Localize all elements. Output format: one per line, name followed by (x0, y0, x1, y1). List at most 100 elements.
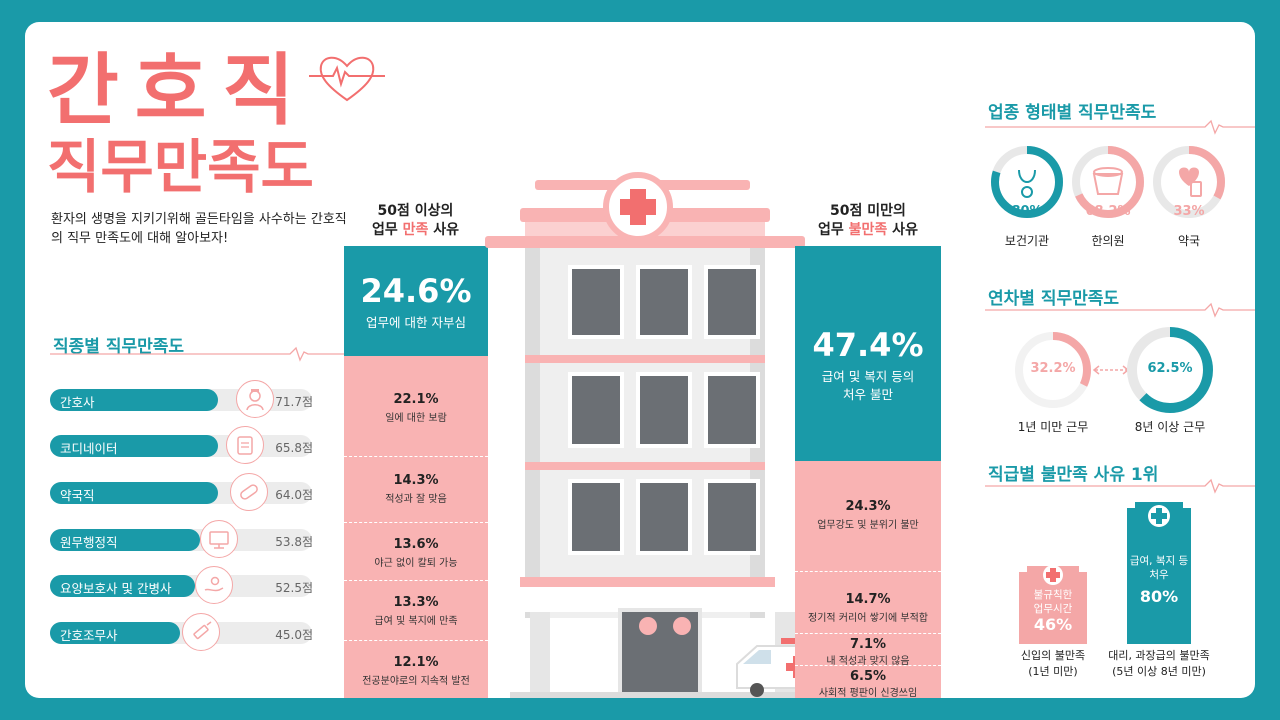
rank-reason-line2: 업무시간 (1033, 603, 1073, 615)
dissatisfied-reason: 7.1% 내 적성과 맞지 않음 (795, 633, 941, 667)
herbal-pot-icon (1092, 167, 1124, 195)
section-divider-pulse (985, 478, 1255, 494)
reason-desc: 정기적 커리어 쌓기에 부적합 (808, 613, 928, 624)
satisfied-column-header: 50점 이상의 업무 만족 사유 (343, 202, 488, 240)
occupation-row: 코디네이터 65.8점 (50, 426, 315, 464)
reason-pct: 14.7% (845, 592, 891, 607)
satisfied-top-reason: 24.6% 업무에 대한 자부심 (344, 246, 488, 356)
reason-desc: 전공분야로의 지속적 발전 (362, 676, 470, 687)
reason-pct: 13.6% (393, 537, 439, 552)
occupation-bar-fill (50, 622, 180, 644)
nurse-icon (236, 380, 274, 418)
rank-reason-line1: 급여, 복지 등 (1129, 555, 1189, 567)
occupation-row: 약국직 64.0점 (50, 473, 315, 511)
reason-pct: 22.1% (393, 392, 439, 407)
monitor-icon (200, 520, 238, 558)
dissatisfied-reason: 6.5% 사회적 평판이 신경쓰임 (795, 665, 941, 698)
reason-desc: 야근 없이 칼퇴 가능 (374, 558, 458, 569)
reason-desc: 업무강도 및 분위기 불만 (817, 520, 919, 531)
occupation-row: 요양보호사 및 간병사 52.5점 (50, 566, 315, 604)
dissatisfied-reasons-column: 24.3% 업무강도 및 분위기 불만 14.7% 정기적 커리어 쌓기에 부적… (795, 461, 941, 698)
tenure-label: 1년 미만 근무 (1017, 420, 1089, 434)
occupation-row: 원무행정직 53.8점 (50, 520, 315, 558)
workplace-pct: 80% (1011, 204, 1043, 219)
rank-pct: 46% (1033, 615, 1073, 634)
satisfied-reason: 13.6% 야근 없이 칼퇴 가능 (344, 522, 488, 581)
reason-pct: 24.3% (845, 499, 891, 514)
satisfied-reason: 12.1% 전공분야로의 지속적 발전 (344, 640, 488, 698)
satisfied-reason: 22.1% 일에 대한 보람 (344, 356, 488, 456)
section-divider-pulse (50, 346, 350, 362)
rank-manager-caption: 대리, 과장급의 불만족 (5년 이상 8년 미만) (1097, 648, 1221, 680)
occupation-bar-fill (50, 575, 195, 597)
reason-desc: 일에 대한 보람 (385, 413, 447, 424)
tenure-item: 32.2% 1년 미만 근무 (1013, 330, 1093, 445)
rank-newcomer-reason: 불규칙한 업무시간 46% (1019, 588, 1087, 634)
occupation-section-title: 직종별 직무만족도 (53, 337, 185, 357)
stethoscope-icon (1018, 169, 1036, 198)
occupation-label: 간호조무사 (60, 628, 118, 643)
workplace-item: 68.2% 한의원 (1068, 142, 1148, 252)
dissatisfied-header-highlight: 불만족 (848, 222, 888, 238)
workplace-pct: 68.2% (1085, 204, 1131, 219)
occupation-score: 45.0점 (275, 628, 313, 642)
page-title: 간호직 (47, 46, 311, 136)
dissatisfied-header-line1: 50점 미만의 (830, 203, 906, 219)
tenure-label: 8년 이상 근무 (1134, 420, 1206, 434)
rank-caption-line1: 신입의 불만족 (1020, 649, 1086, 662)
workplace-label: 약국 (1177, 234, 1201, 248)
section-divider-pulse (985, 302, 1255, 318)
tenure-item: 62.5% 8년 이상 근무 (1125, 325, 1215, 445)
rank-manager-reason: 급여, 복지 등 처우 80% (1125, 554, 1193, 606)
rank-bar-manager (1127, 502, 1191, 644)
infographic-card: 간호직 직무만족도 환자의 생명을 지키기위해 골든타임을 사수하는 간호직의 … (25, 22, 1255, 698)
rank-section-title: 직급별 불만족 사유 1위 (988, 465, 1159, 485)
occupation-label: 코디네이터 (60, 441, 118, 456)
satisfied-top-desc: 업무에 대한 자부심 (366, 315, 466, 330)
satisfied-header-line1: 50점 이상의 (377, 203, 454, 219)
dissatisfied-column-header: 50점 미만의 업무 불만족 사유 (795, 202, 941, 240)
tenure-pct: 62.5% (1147, 361, 1193, 376)
heart-pulse-icon (309, 56, 385, 102)
satisfied-reasons-column: 22.1% 일에 대한 보람 14.3% 적성과 잘 맞음 13.6% 야근 없… (344, 356, 488, 698)
reason-pct: 12.1% (393, 655, 439, 670)
tenure-pct: 32.2% (1030, 361, 1076, 376)
satisfied-top-pct: 24.6% (360, 272, 472, 310)
reason-desc: 내 적성과 맞지 않음 (826, 656, 910, 667)
workplace-pct: 33% (1173, 204, 1205, 219)
satisfied-header-word3: 사유 (428, 222, 460, 238)
workplace-item: 80% 보건기관 (987, 142, 1067, 252)
tenure-section-title: 연차별 직무만족도 (988, 289, 1120, 309)
pill-bottle-icon (1179, 167, 1202, 197)
dissatisfied-top-desc-line1: 급여 및 복지 등의 (821, 369, 915, 384)
occupation-bar-fill (50, 482, 218, 504)
reason-pct: 13.3% (393, 595, 439, 610)
rank-caption-line2: (1년 미만) (1028, 665, 1078, 678)
workplace-label: 한의원 (1091, 234, 1125, 248)
reason-pct: 6.5% (849, 669, 887, 684)
satisfied-header-highlight: 만족 (402, 222, 429, 238)
dissatisfied-top-desc-line2: 처우 불만 (843, 387, 893, 402)
rank-caption-line2: (5년 이상 8년 미만) (1112, 665, 1206, 678)
reason-desc: 급여 및 복지에 만족 (374, 616, 458, 627)
workplace-label: 보건기관 (1004, 234, 1050, 248)
rank-reason-line2: 처우 (1149, 569, 1169, 581)
satisfied-reason: 13.3% 급여 및 복지에 만족 (344, 580, 488, 641)
satisfied-header-word1: 업무 (371, 222, 403, 238)
reason-desc: 사회적 평판이 신경쓰임 (818, 688, 918, 698)
dissatisfied-reason: 14.7% 정기적 커리어 쌓기에 부적합 (795, 571, 941, 634)
dissatisfied-header-word1: 업무 (818, 222, 849, 238)
rank-reason-line1: 불규칙한 (1033, 589, 1073, 601)
reason-pct: 7.1% (849, 637, 887, 652)
occupation-score: 65.8점 (275, 441, 313, 455)
satisfied-reason: 14.3% 적성과 잘 맞음 (344, 456, 488, 523)
page-subtitle: 직무만족도 (47, 133, 314, 201)
occupation-label: 원무행정직 (60, 535, 118, 550)
occupation-score: 71.7점 (275, 395, 313, 409)
rank-caption-line1: 대리, 과장급의 불만족 (1108, 649, 1210, 662)
rank-pct: 80% (1139, 587, 1179, 606)
occupation-bar-fill (50, 435, 218, 457)
occupation-row: 간호조무사 45.0점 (50, 613, 315, 651)
intro-text: 환자의 생명을 지키기위해 골든타임을 사수하는 간호직의 직무 만족도에 대해… (51, 212, 347, 246)
dissatisfied-top-reason: 47.4% 급여 및 복지 등의 처우 불만 (795, 246, 941, 461)
